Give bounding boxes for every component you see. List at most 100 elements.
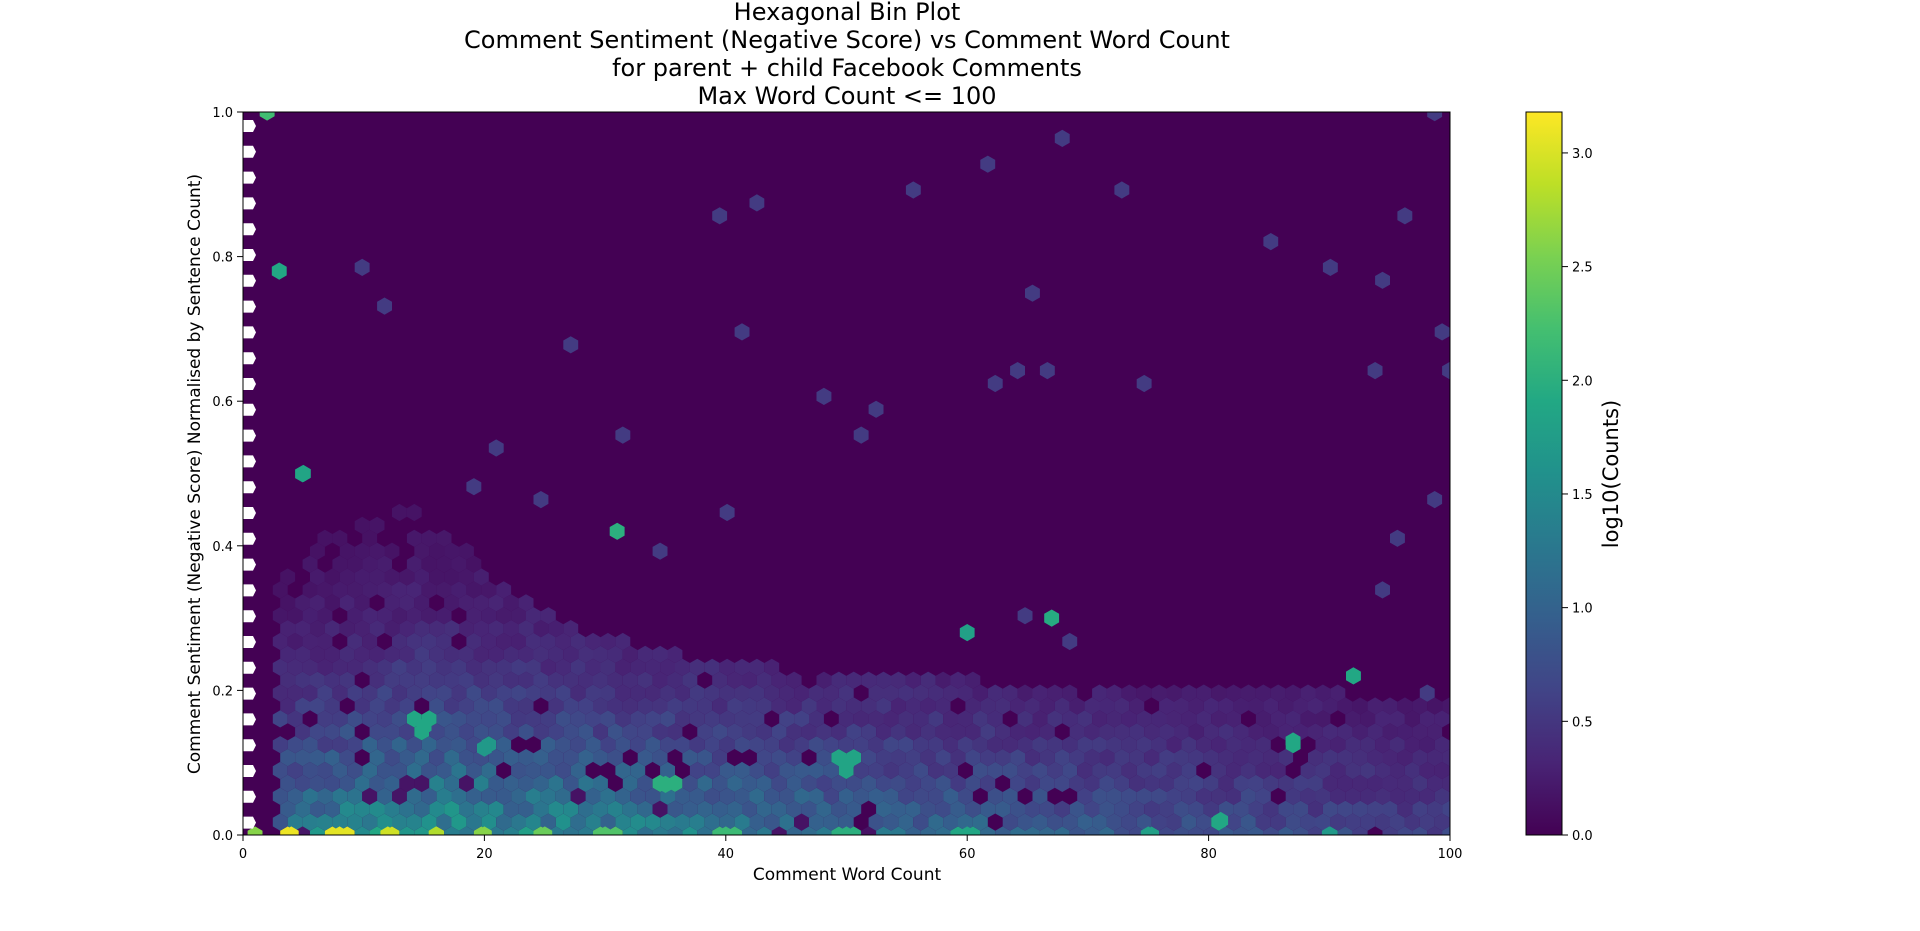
hexbin-cell (660, 658, 675, 676)
hexbin-cell (459, 594, 474, 612)
hexbin-cell (347, 555, 363, 573)
hexbin-cell (302, 555, 318, 573)
hexbin-cell (1226, 787, 1241, 805)
hexbin-cell (689, 813, 705, 831)
hexbin-cell (637, 774, 653, 792)
hexbin-cell (339, 723, 355, 741)
hexbin-cell (317, 761, 333, 780)
hexbin-cell (444, 542, 459, 560)
hexbin-cell (437, 839, 452, 856)
hexbin-cell (1255, 761, 1271, 780)
hexbin-cell (771, 774, 787, 792)
hexbin-cell (786, 697, 802, 715)
hexbin-cell (1159, 800, 1174, 818)
hexbin-cell (1464, 736, 1479, 753)
hexbin-cell (421, 761, 437, 780)
hexbin-cell (399, 723, 415, 741)
hexbin-cell (1472, 749, 1487, 766)
hexbin-cell (414, 800, 430, 818)
hexbin-cell (1054, 129, 1070, 147)
hexbin-cell (555, 632, 571, 651)
hexbin-cell (719, 787, 735, 805)
hexbin-cell (1181, 761, 1197, 780)
hexbin-cell (1427, 697, 1443, 715)
hexbin-cell (1464, 710, 1479, 727)
hexbin-cell (809, 684, 824, 702)
hexbin-cell (943, 839, 958, 856)
hexbin-cell (734, 323, 750, 341)
hexbin-cell (1404, 813, 1420, 831)
hexbin-cell (324, 568, 340, 586)
hexbin-cell (1390, 787, 1405, 805)
hexbin-cell (801, 826, 817, 835)
hexbin-cell (734, 658, 750, 676)
hexbin-cell (816, 800, 832, 818)
hexbin-cell (1218, 723, 1234, 741)
hexbin-cell (645, 736, 661, 754)
hexbin-cell (392, 839, 407, 856)
hexbin-cell (570, 632, 586, 651)
hexbin-cell (600, 813, 616, 831)
hexbin-cell (1039, 749, 1055, 767)
hexbin-cell (1099, 697, 1115, 715)
hexbin-cell (1427, 723, 1443, 741)
hexbin-cell (1248, 749, 1264, 767)
hexbin-hotspot (380, 826, 396, 835)
hexbin-cell (399, 594, 415, 612)
hexbin-cell (548, 671, 564, 689)
hexbin-hotspot (658, 775, 673, 793)
hexbin-cell (406, 736, 422, 754)
hexbin-cell (354, 800, 370, 818)
hexbin-cell (712, 723, 728, 741)
hexbin-cell (943, 736, 958, 754)
hexbin-cell (406, 787, 422, 805)
hexbin-cell (868, 710, 884, 728)
hexbin-cell (1077, 710, 1093, 728)
hexbin-cell (466, 787, 482, 805)
hexbin-cell (727, 723, 742, 741)
hexbin-cell (1151, 736, 1167, 754)
hexbin-cell (1166, 787, 1182, 805)
hexbin-cell (697, 697, 713, 715)
hexbin-cell (534, 78, 549, 95)
hexbin-cell (496, 658, 512, 676)
hexbin-cell (1382, 723, 1398, 741)
title-line-1: Hexagonal Bin Plot (734, 0, 961, 26)
edge-notch (243, 481, 256, 494)
hexbin-cell (1062, 761, 1078, 780)
hexbin-cell (950, 671, 966, 689)
edge-notch (243, 507, 256, 519)
hexbin-cell (1062, 710, 1078, 728)
hexbin-cell (1017, 710, 1033, 728)
hexbin-cell (503, 645, 519, 663)
hexbin-cell (1069, 697, 1085, 715)
hexbin-cell (377, 297, 392, 315)
hexbin-cell (1129, 723, 1145, 741)
hexbin-cell (280, 671, 296, 689)
hexbin-cell (272, 607, 288, 625)
hexbin-cell (1300, 684, 1316, 702)
hexbin-cell (1293, 774, 1308, 792)
hexbin-cell (1256, 839, 1271, 856)
hexbin-cell (392, 632, 407, 651)
hexbin-cell (1360, 710, 1376, 728)
hexbin-cell (883, 736, 899, 754)
hexbin-cell (369, 516, 385, 534)
hexbin-cell (295, 723, 310, 741)
hexbin-cell (1263, 826, 1279, 835)
plot-frame (242, 111, 1451, 836)
hexbin-cell (600, 736, 616, 754)
hexbin-cell (347, 736, 363, 754)
hexbin-cell (660, 736, 675, 754)
hexbin-cell (704, 658, 720, 676)
hexbin-cell (1457, 801, 1472, 818)
hexbin-cell (272, 813, 288, 831)
hexbin-cell (794, 710, 809, 728)
hexbin-cell (555, 658, 571, 676)
edge-notch (243, 455, 256, 468)
hexbin-cell (630, 658, 646, 676)
hexbin-cell (548, 620, 564, 638)
hexbin-cell (869, 839, 884, 856)
hexbin-cell (1360, 813, 1376, 831)
hexbin-cell (801, 774, 817, 792)
